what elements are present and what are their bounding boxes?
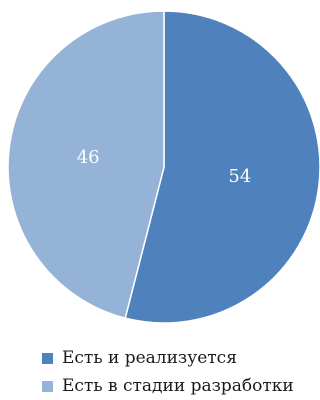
legend-swatch-in-development	[42, 380, 53, 392]
legend-item-implemented: Есть и реализуется	[42, 344, 312, 372]
legend-swatch-implemented	[42, 352, 53, 364]
pie-data-label-1: 54	[228, 166, 251, 187]
legend: Есть и реализуется Есть в стадии разрабо…	[42, 344, 312, 400]
pie-slice-1	[124, 10, 320, 324]
legend-label-implemented: Есть и реализуется	[62, 348, 237, 368]
legend-label-in-development: Есть в стадии разработки	[62, 376, 294, 396]
pie-slice-2	[7, 10, 165, 320]
pie-data-label-2: 46	[77, 147, 100, 168]
pie-chart: 54 46	[7, 10, 320, 324]
legend-item-in-development: Есть в стадии разработки	[42, 372, 312, 400]
